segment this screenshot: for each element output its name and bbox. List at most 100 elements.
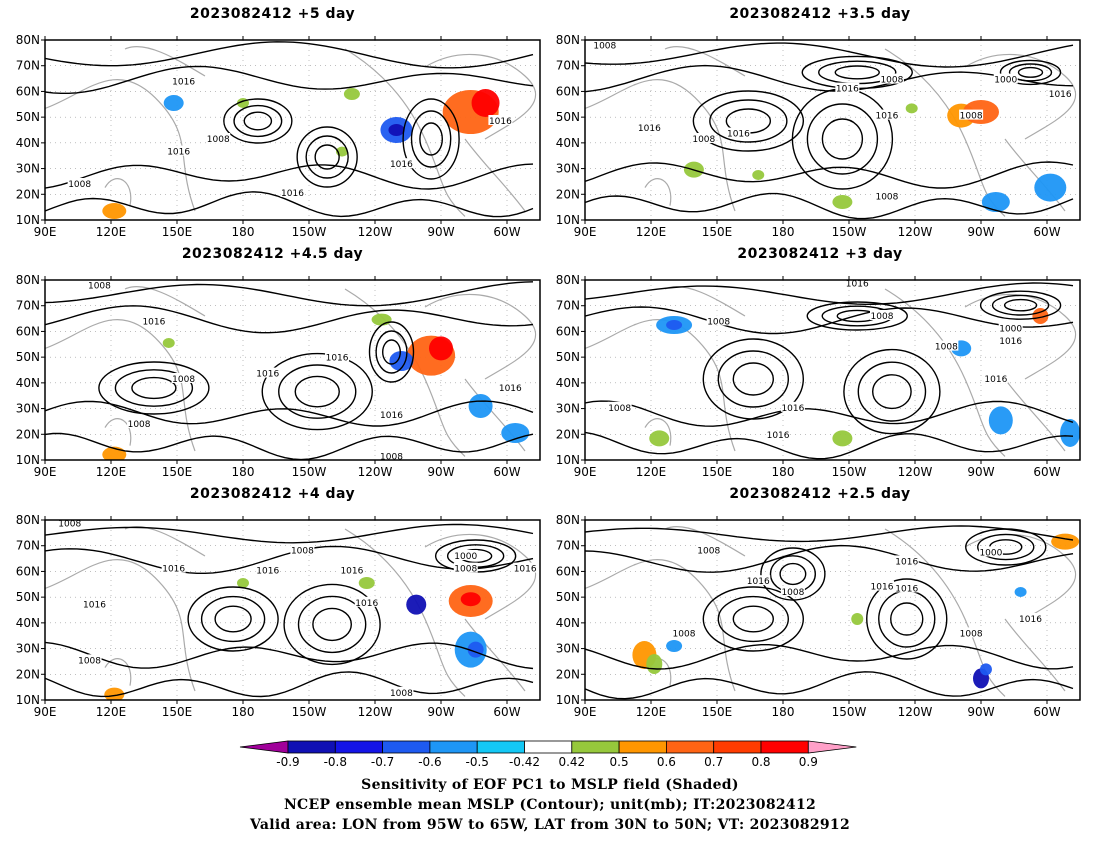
isobar-contour [585,161,1074,189]
lat-tick-label: 80N [556,513,580,527]
isobar-contour [585,544,1074,573]
lon-tick-label: 90E [574,705,597,719]
contour-label-bg [874,190,899,201]
isobar-contour [294,375,340,408]
isobar-contour [296,126,358,188]
contour-label-bg [280,187,305,197]
lon-tick-label: 180 [772,465,795,479]
lon-tick-label: 150W [832,225,867,239]
panel-2: 2023082412 +4.5 day 1008 1016 1016 1016 1008… [0,240,545,485]
colorbar-level-label: 0.9 [799,755,818,769]
contour-label: 1008 [78,656,101,666]
contour-label: 1016 [167,148,190,158]
contour-label-bg [77,654,102,665]
contour-label-bg [959,109,984,120]
isobar-contour [45,65,534,94]
isobar-contour [585,671,1074,700]
lat-tick-label: 80N [16,513,40,527]
sensitivity-patch [832,430,853,447]
contour-label: 1008 [58,520,81,530]
lon-tick-label: 180 [772,705,795,719]
lon-tick-label: 180 [772,225,795,239]
contour-label: 1008 [692,135,715,145]
isobar-contour [760,547,826,601]
sensitivity-patch [460,592,481,607]
colorbar-swatch [713,740,762,754]
isobar-contour [806,301,908,331]
colorbar-min-triangle [239,740,289,754]
coastline [344,48,466,217]
contour-label-bg [339,564,364,575]
isobar-contour [45,305,534,334]
lon-tick-label: 120W [358,225,393,239]
panel-1: 2023082412 +3.5 day 1008 1008 1016 1000 1016… [540,0,1100,245]
contour-label: 1016 [390,160,413,170]
colorbar-level-label: 0.5 [610,755,629,769]
isobar-contour [585,644,1074,670]
lat-tick-label: 60N [556,324,580,338]
coastline [124,286,206,317]
lon-tick-label: 120W [898,465,933,479]
contour-label-bg [870,580,894,591]
lat-tick-label: 50N [16,350,40,364]
lon-tick-label: 60W [1033,225,1060,239]
contour-label: 1000 [979,548,1002,558]
contour-label-bg [161,562,186,573]
contour-label: 1008 [390,689,413,699]
lon-tick-label: 120E [96,705,127,719]
contour-label-bg [993,73,1018,84]
lon-tick-label: 150E [702,225,733,239]
isobar-contour [709,99,788,143]
colorbar-swatch [476,740,525,754]
contour-label-bg [706,315,731,326]
isobar-contour [717,595,790,643]
coastline [644,418,672,446]
lat-tick-label: 50N [556,350,580,364]
lat-tick-label: 80N [556,273,580,287]
colorbar-level-label: -0.42 [509,755,540,769]
isobar-contour [979,290,1062,320]
lat-tick-label: 30N [556,162,580,176]
contour-label-bg [766,428,791,439]
coastline [964,293,1077,380]
caption-line-2: NCEP ensemble mean MSLP (Contour); unit(… [283,797,817,813]
lon-tick-label: 90W [967,225,994,239]
contour-label-bg [1048,88,1073,98]
lat-tick-label: 40N [16,136,40,150]
coastline [585,79,736,212]
colorbar-level-label: -0.5 [465,755,488,769]
isobar-contour [871,374,912,410]
isobar-contour [585,400,1074,427]
sensitivity-patch [832,195,853,209]
map-frame-group: 1008 1008 1016 1016 1016 1000 1008 1016 1016 1016… [16,513,541,719]
contour-label: 1016 [836,85,859,95]
panel-5: 2023082412 +2.5 day 1008 1016 1016 1008 1016… [540,480,1100,725]
lat-tick-label: 70N [16,539,40,553]
contour-label-bg [691,133,716,143]
sensitivity-patch [406,594,427,615]
isobar-contour [114,369,194,407]
lat-tick-label: 50N [16,590,40,604]
isobar-contour [999,59,1062,86]
isobar-contour [732,605,775,633]
isobar-contour [585,431,1074,460]
contour-label-bg [255,367,280,378]
coastline [1004,378,1066,452]
panel-title: 2023082412 +3.5 day [729,6,911,22]
lat-tick-label: 80N [16,273,40,287]
isobar-contour [45,432,534,460]
colorbar-level-label: 0.42 [558,755,585,769]
contour-label-bg [934,340,959,351]
sensitivity-patch [979,663,992,676]
colorbar-swatch [760,740,809,754]
colorbar-level-label: -0.7 [371,755,394,769]
lat-tick-label: 10N [16,693,40,707]
contour-label: 1016 [638,124,661,134]
colorbar-level-label: 0.7 [704,755,723,769]
lat-tick-label: 80N [16,33,40,47]
sensitivity-patch [905,103,918,114]
map-frame [584,519,1081,701]
